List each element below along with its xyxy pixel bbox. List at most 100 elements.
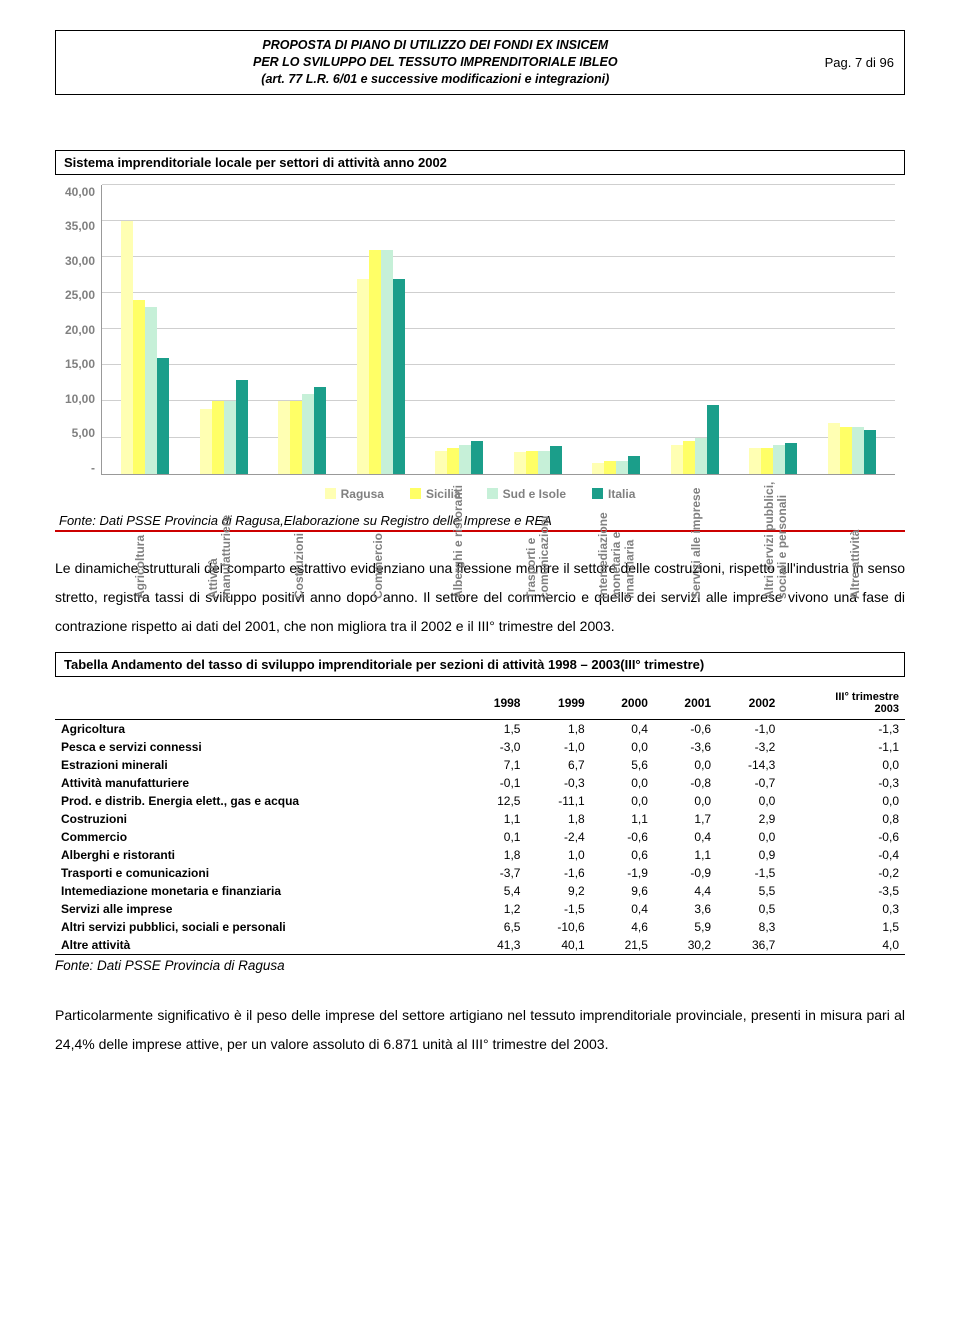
bar-chart: 40,0035,0030,0025,0020,0015,0010,005,00-… (65, 185, 895, 501)
cell: 3,6 (654, 900, 717, 918)
row-label: Servizi alle imprese (55, 900, 463, 918)
cell: 7,1 (463, 756, 526, 774)
row-label: Agricoltura (55, 719, 463, 738)
row-label: Costruzioni (55, 810, 463, 828)
legend: RagusaSiciliaSud e IsoleItalia (65, 487, 895, 501)
table-row: Attività manufatturiere-0,1-0,30,0-0,8-0… (55, 774, 905, 792)
row-label: Trasporti e comunicazioni (55, 864, 463, 882)
bar (840, 427, 852, 474)
table-source: Fonte: Dati PSSE Provincia di Ragusa (55, 958, 905, 973)
y-tick: 15,00 (65, 357, 95, 371)
cell: 6,5 (463, 918, 526, 936)
cell: 30,2 (654, 936, 717, 955)
cell: -0,6 (781, 828, 905, 846)
legend-item: Sud e Isole (487, 487, 566, 501)
bar (381, 250, 393, 474)
cell: 0,0 (717, 792, 781, 810)
cell: 0,8 (781, 810, 905, 828)
header-line3: (art. 77 L.R. 6/01 e successive modifica… (66, 71, 805, 88)
bar (133, 300, 145, 473)
bar (683, 441, 695, 474)
bar (616, 461, 628, 474)
row-label: Pesca e servizi connessi (55, 738, 463, 756)
bar (514, 452, 526, 474)
row-label: Prod. e distrib. Energia elett., gas e a… (55, 792, 463, 810)
cell: -11,1 (526, 792, 590, 810)
y-tick: 40,00 (65, 185, 95, 199)
bar (200, 409, 212, 474)
col-header: 1999 (526, 687, 590, 720)
bar-group (499, 185, 578, 474)
chart-title: Sistema imprenditoriale locale per setto… (64, 155, 447, 170)
col-header: 2002 (717, 687, 781, 720)
table-row: Altre attività41,340,121,530,236,74,0 (55, 936, 905, 955)
bar (773, 445, 785, 474)
cell: -0,6 (591, 828, 654, 846)
cell: -3,5 (781, 882, 905, 900)
cell: -0,3 (526, 774, 590, 792)
bar (224, 401, 236, 473)
cell: -1,5 (717, 864, 781, 882)
col-header (55, 687, 463, 720)
cell: -0,2 (781, 864, 905, 882)
table-row: Altri servizi pubblici, sociali e person… (55, 918, 905, 936)
bar (749, 448, 761, 473)
cell: 0,4 (591, 719, 654, 738)
table-row: Prod. e distrib. Energia elett., gas e a… (55, 792, 905, 810)
chart-title-box: Sistema imprenditoriale locale per setto… (55, 150, 905, 175)
plot-area (101, 185, 895, 475)
bar (212, 401, 224, 473)
bar-group (813, 185, 892, 474)
cell: 21,5 (591, 936, 654, 955)
cell: 0,0 (591, 774, 654, 792)
bar-group (420, 185, 499, 474)
col-header: III° trimestre2003 (781, 687, 905, 720)
legend-label: Sicilia (426, 487, 461, 501)
header-title: PROPOSTA DI PIANO DI UTILIZZO DEI FONDI … (66, 37, 805, 88)
data-table: 19981999200020012002III° trimestre2003 A… (55, 687, 905, 955)
row-label: Altri servizi pubblici, sociali e person… (55, 918, 463, 936)
row-label: Commercio (55, 828, 463, 846)
page-header: PROPOSTA DI PIANO DI UTILIZZO DEI FONDI … (55, 30, 905, 95)
cell: 0,6 (591, 846, 654, 864)
row-label: Attività manufatturiere (55, 774, 463, 792)
cell: -3,7 (463, 864, 526, 882)
cell: 1,5 (781, 918, 905, 936)
bar (695, 438, 707, 474)
bar (671, 445, 683, 474)
cell: 0,5 (717, 900, 781, 918)
row-label: Alberghi e ristoranti (55, 846, 463, 864)
cell: -2,4 (526, 828, 590, 846)
cell: 9,2 (526, 882, 590, 900)
cell: 1,2 (463, 900, 526, 918)
table-row: Costruzioni1,11,81,11,72,90,8 (55, 810, 905, 828)
cell: -0,1 (463, 774, 526, 792)
bar-group (263, 185, 342, 474)
cell: 1,1 (463, 810, 526, 828)
cell: 41,3 (463, 936, 526, 955)
table-row: Trasporti e comunicazioni-3,7-1,6-1,9-0,… (55, 864, 905, 882)
cell: 36,7 (717, 936, 781, 955)
cell: 0,3 (781, 900, 905, 918)
bar (526, 451, 538, 474)
bar (852, 427, 864, 474)
bar-group (734, 185, 813, 474)
cell: 0,0 (654, 792, 717, 810)
bar (447, 448, 459, 473)
cell: -3,0 (463, 738, 526, 756)
cell: -0,4 (781, 846, 905, 864)
header-line2: PER LO SVILUPPO DEL TESSUTO IMPRENDITORI… (66, 54, 805, 71)
cell: 0,9 (717, 846, 781, 864)
bar (604, 461, 616, 474)
row-label: Estrazioni minerali (55, 756, 463, 774)
cell: -0,6 (654, 719, 717, 738)
legend-item: Ragusa (325, 487, 384, 501)
bar-group (185, 185, 264, 474)
bar (435, 451, 447, 474)
bar (157, 358, 169, 474)
page-number: Pag. 7 di 96 (805, 55, 894, 70)
bar (236, 380, 248, 474)
table-row: Pesca e servizi connessi-3,0-1,00,0-3,6-… (55, 738, 905, 756)
header-line1: PROPOSTA DI PIANO DI UTILIZZO DEI FONDI … (66, 37, 805, 54)
row-label: Altre attività (55, 936, 463, 955)
